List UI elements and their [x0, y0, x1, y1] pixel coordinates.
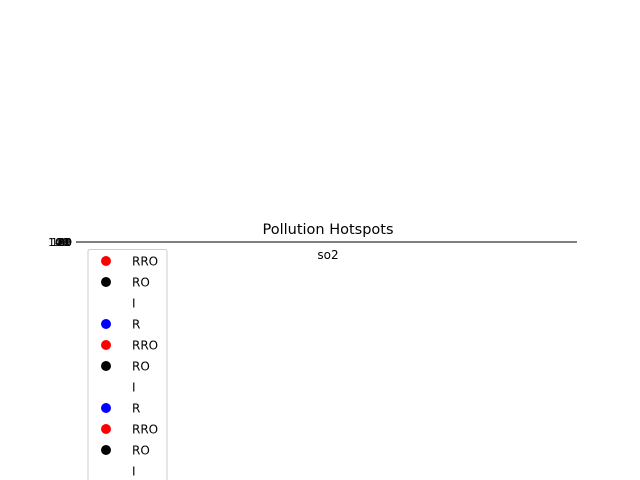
legend-label: R — [132, 318, 140, 332]
y-tick-label: 60 — [58, 236, 72, 249]
legend-label: RRO — [132, 255, 158, 269]
y-tick-label: 120 — [51, 236, 72, 249]
legend-marker — [101, 382, 111, 392]
x-axis-label: so2 — [317, 248, 338, 262]
legend-label: RO — [132, 276, 150, 290]
y-tick-label: 100 — [48, 236, 69, 249]
legend-marker — [101, 277, 111, 287]
legend-label: I — [132, 381, 136, 395]
legend-marker — [101, 403, 111, 413]
legend-marker — [101, 466, 111, 476]
legend-marker — [101, 445, 111, 455]
legend-label: I — [132, 297, 136, 311]
legend-marker — [101, 298, 111, 308]
legend-label: R — [132, 402, 140, 416]
legend-label: I — [132, 465, 136, 479]
legend-frame — [87, 249, 168, 480]
legend-marker — [101, 256, 111, 266]
y-tick-label: 40 — [55, 236, 69, 249]
y-tick-label: 0 — [65, 236, 72, 249]
legend-label: RO — [132, 360, 150, 374]
legend-label: RO — [132, 444, 150, 458]
chart-title: Pollution Hotspots — [262, 222, 393, 238]
legend-label: RRO — [132, 423, 158, 437]
legend-marker — [101, 340, 111, 350]
y-tick-label: 80 — [57, 236, 71, 249]
legend-label: RRO — [132, 339, 158, 353]
legend-marker — [101, 319, 111, 329]
y-tick-label: 20 — [57, 236, 71, 249]
legend-marker — [101, 361, 111, 371]
legend-marker — [101, 424, 111, 434]
